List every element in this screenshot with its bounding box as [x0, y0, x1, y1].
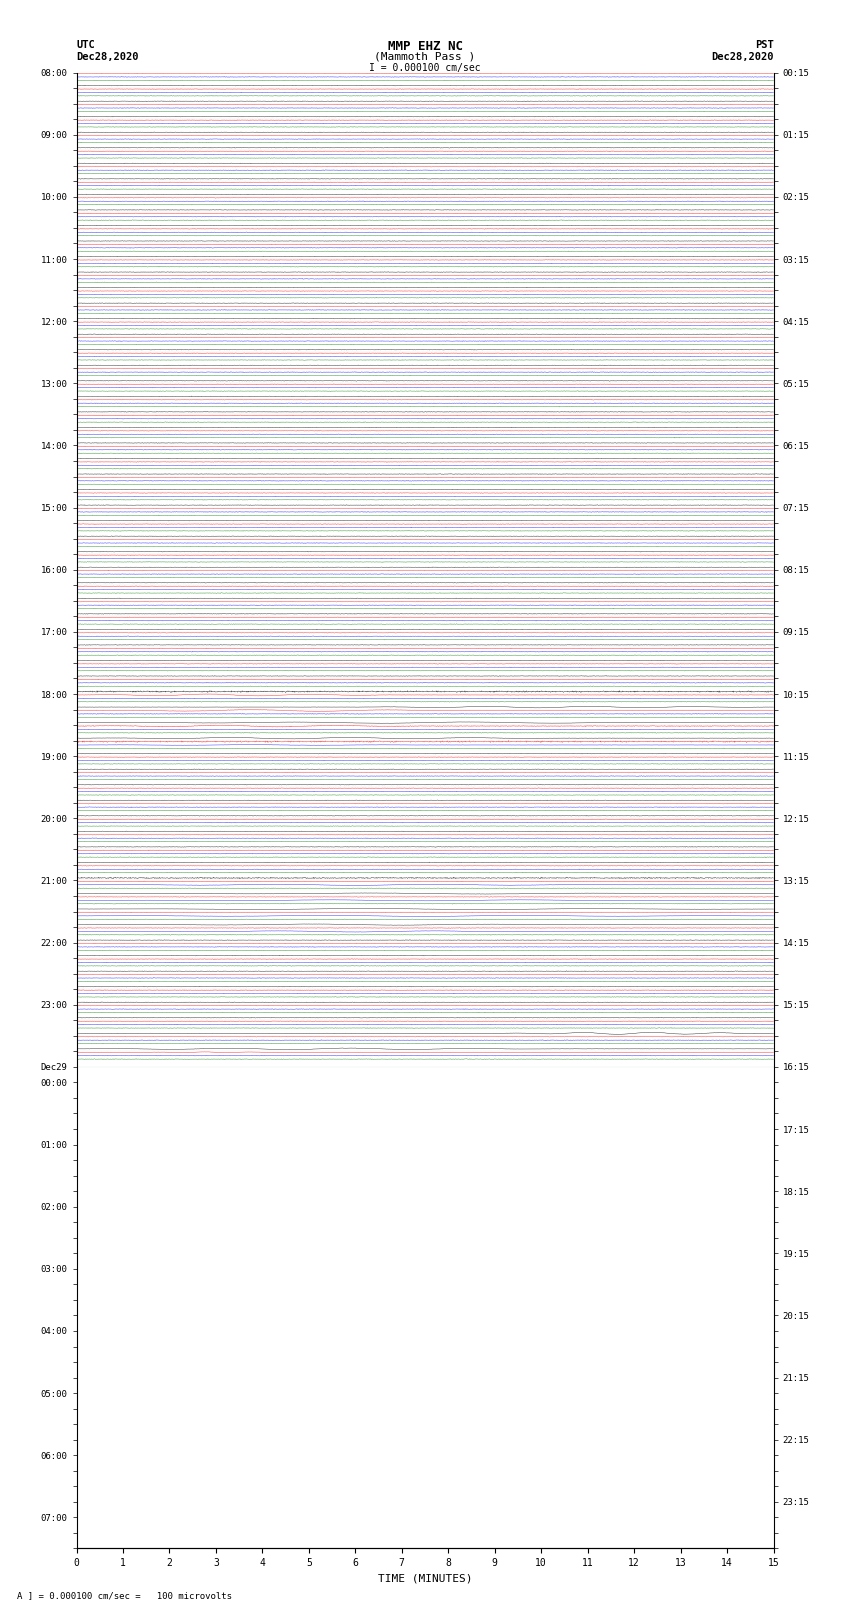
Text: A ] = 0.000100 cm/sec =   100 microvolts: A ] = 0.000100 cm/sec = 100 microvolts — [17, 1590, 232, 1600]
Text: Dec28,2020: Dec28,2020 — [76, 52, 139, 61]
Text: Dec28,2020: Dec28,2020 — [711, 52, 774, 61]
Text: PST: PST — [755, 40, 774, 50]
Text: MMP EHZ NC: MMP EHZ NC — [388, 40, 462, 53]
Text: UTC: UTC — [76, 40, 95, 50]
X-axis label: TIME (MINUTES): TIME (MINUTES) — [377, 1574, 473, 1584]
Text: I = 0.000100 cm/sec: I = 0.000100 cm/sec — [369, 63, 481, 73]
Text: (Mammoth Pass ): (Mammoth Pass ) — [374, 52, 476, 61]
